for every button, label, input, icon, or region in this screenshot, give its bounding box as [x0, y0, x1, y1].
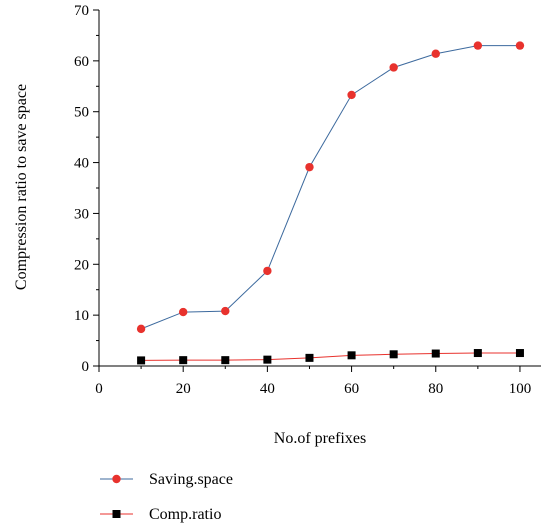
data-point-comp-ratio [305, 353, 314, 362]
data-point-comp-ratio [431, 349, 440, 358]
plot-area [136, 41, 525, 365]
data-point-comp-ratio [473, 349, 482, 358]
data-point-saving-space [515, 41, 525, 50]
legend-marker [112, 510, 121, 518]
data-point-comp-ratio [137, 356, 146, 365]
data-point-saving-space [473, 41, 483, 50]
y-tick-label: 40 [74, 156, 89, 172]
data-point-saving-space [389, 63, 398, 72]
data-point-comp-ratio [179, 356, 188, 365]
data-point-saving-space [221, 306, 230, 316]
y-tick-label: 60 [74, 54, 89, 70]
x-tick-label: 80 [428, 381, 443, 397]
data-point-saving-space [136, 324, 146, 334]
y-tick-label: 0 [82, 359, 90, 375]
legend-label: Saving.space [149, 471, 233, 488]
x-tick-label: 40 [260, 381, 275, 397]
x-axis-label: No.of prefixes [274, 430, 366, 447]
x-tick-label: 20 [176, 381, 191, 397]
data-point-saving-space [305, 162, 314, 172]
series-line-saving-space [140, 45, 520, 330]
series-comp-ratio [137, 349, 524, 365]
legend: Saving.space Comp.ratio [100, 471, 233, 523]
x-tick-label: 100 [509, 381, 532, 397]
data-point-comp-ratio [263, 355, 272, 364]
x-tick-label: 0 [95, 381, 103, 397]
series-line-comp-ratio [141, 352, 520, 361]
x-axis: 0 20 40 60 80 100 [95, 365, 541, 397]
y-tick-label: 10 [74, 308, 89, 324]
data-point-saving-space [347, 90, 356, 100]
y-axis: 0 10 20 30 40 50 60 70 [74, 3, 100, 375]
legend-marker [112, 474, 121, 484]
data-point-comp-ratio [347, 351, 356, 360]
y-axis-label: Compression ratio to save space [13, 84, 30, 290]
y-tick-label: 30 [74, 206, 89, 222]
y-tick-label: 50 [74, 105, 89, 121]
legend-item-comp-ratio: Comp.ratio [100, 506, 221, 523]
data-point-saving-space [263, 266, 272, 276]
data-point-comp-ratio [515, 349, 524, 358]
data-point-comp-ratio [389, 350, 398, 359]
legend-label: Comp.ratio [149, 506, 221, 523]
series-saving-space [136, 41, 525, 334]
legend-item-saving-space: Saving.space [100, 471, 233, 488]
data-point-comp-ratio [221, 356, 230, 365]
y-tick-label: 70 [74, 3, 89, 19]
data-point-saving-space [178, 307, 188, 317]
data-point-saving-space [431, 49, 440, 58]
y-tick-label: 20 [74, 257, 89, 273]
x-tick-label: 60 [344, 381, 359, 397]
